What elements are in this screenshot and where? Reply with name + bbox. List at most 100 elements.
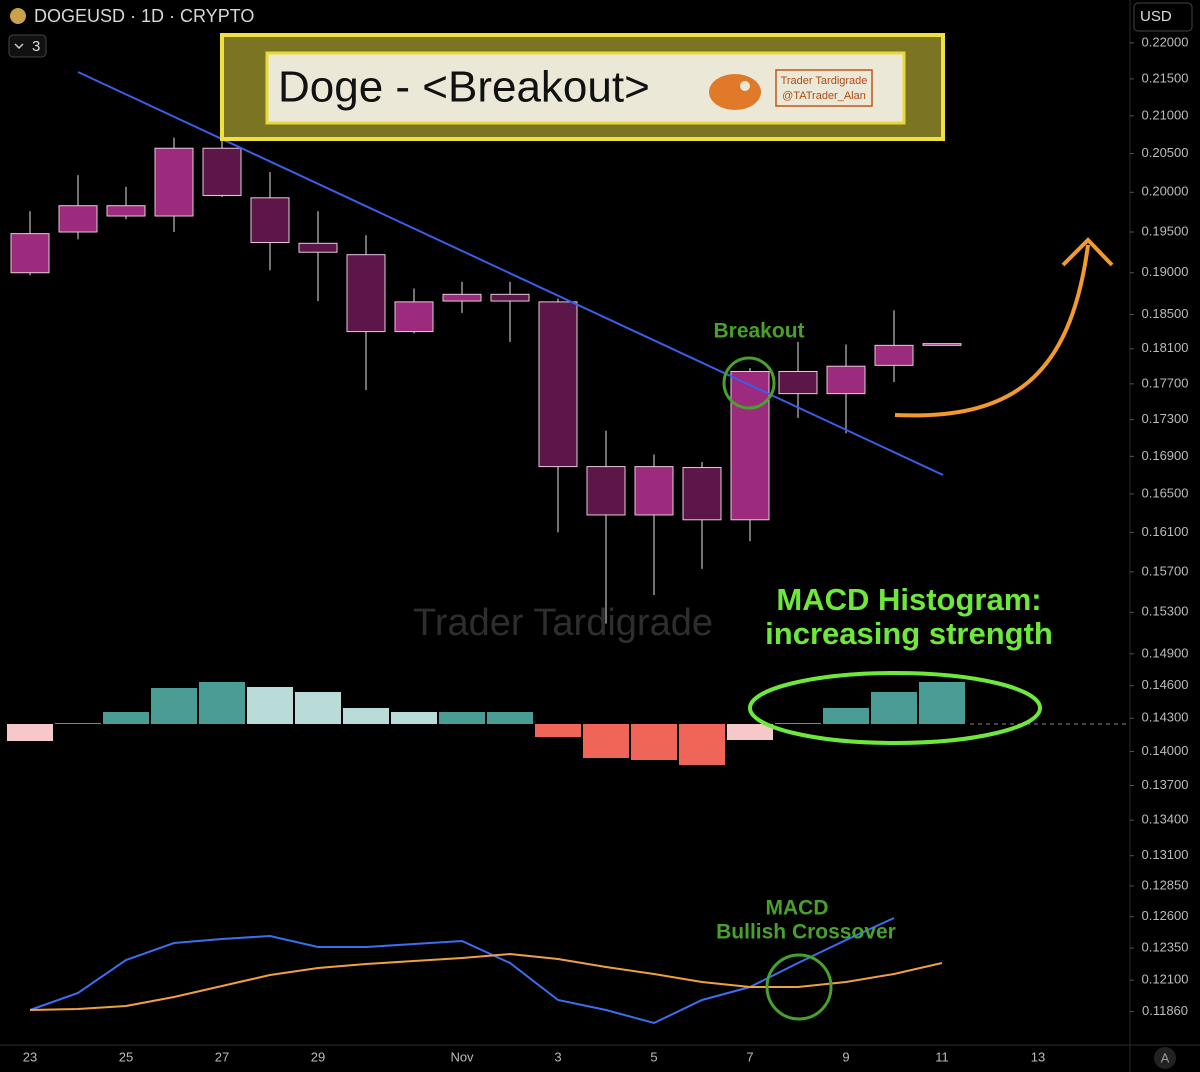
- histogram-bar: [775, 723, 821, 724]
- annotation: Breakout: [713, 320, 804, 343]
- annotation: increasing strength: [765, 616, 1053, 651]
- breakout-circle: [722, 356, 776, 410]
- histogram-ellipse: [748, 671, 1042, 745]
- histogram-bar: [7, 724, 53, 741]
- x-tick-label: 13: [1031, 1049, 1045, 1064]
- author-box: [775, 69, 873, 107]
- y-tick-label: 0.21000: [1142, 107, 1189, 122]
- candle-body: [202, 147, 242, 196]
- title-panel: [265, 51, 906, 125]
- candle-body: [826, 365, 866, 395]
- y-tick-label: 0.15300: [1142, 604, 1189, 619]
- y-tick-label: 0.18100: [1142, 340, 1189, 355]
- x-tick-label: 11: [935, 1049, 949, 1064]
- y-tick-label: 0.12100: [1142, 972, 1189, 987]
- annotation: MACD: [766, 897, 829, 920]
- y-tick-label: 0.17300: [1142, 411, 1189, 426]
- histogram-bar: [391, 712, 437, 724]
- x-tick-label: 29: [311, 1049, 325, 1064]
- candle-body: [922, 343, 962, 346]
- x-tick-label: 27: [215, 1049, 229, 1064]
- layouts-count: 3: [32, 38, 40, 55]
- currency: USD: [1140, 8, 1172, 25]
- chevron: [14, 43, 24, 50]
- candle-body: [442, 293, 482, 302]
- arrow-head: [1061, 237, 1114, 267]
- y-tick-label: 0.13700: [1142, 777, 1189, 792]
- y-tick-label: 0.14300: [1142, 710, 1189, 725]
- annotation: MACD Histogram:: [776, 582, 1041, 617]
- x-tick-label: 5: [650, 1049, 657, 1064]
- y-tick-label: 0.22000: [1142, 34, 1189, 49]
- x-tick-label: 25: [119, 1049, 133, 1064]
- histogram-bar: [871, 692, 917, 724]
- histogram-bar: [151, 688, 197, 724]
- crossover-circle: [765, 953, 833, 1021]
- y-tick-label: 0.20000: [1142, 184, 1189, 199]
- histogram-bar: [727, 724, 773, 740]
- candle-body: [250, 197, 290, 243]
- auto-button[interactable]: [1154, 1047, 1176, 1069]
- histogram-bar: [583, 724, 629, 758]
- candle-body: [58, 205, 98, 233]
- histogram-bar: [439, 712, 485, 724]
- candle-body: [538, 301, 578, 468]
- histogram-bar: [919, 682, 965, 724]
- candle-body: [730, 370, 770, 521]
- candle-body: [10, 233, 50, 274]
- y-tick-label: 0.14600: [1142, 677, 1189, 692]
- x-tick-label: Nov: [450, 1049, 474, 1064]
- y-tick-label: 0.21500: [1142, 70, 1189, 85]
- histogram-bar: [535, 724, 581, 737]
- y-tick-label: 0.11860: [1142, 1003, 1188, 1018]
- symbol-icon: [10, 8, 26, 24]
- y-tick-label: 0.12600: [1142, 908, 1189, 923]
- x-tick-label: 7: [746, 1049, 753, 1064]
- layouts-button[interactable]: [8, 34, 47, 58]
- y-tick-label: 0.16900: [1142, 448, 1189, 463]
- histogram-bar: [103, 712, 149, 724]
- candle-body: [346, 254, 386, 333]
- y-tick-label: 0.16100: [1142, 524, 1189, 539]
- symbol-title: DOGEUSD · 1D · CRYPTO: [34, 6, 254, 26]
- histogram-bar: [823, 708, 869, 724]
- candle-body: [634, 466, 674, 516]
- candle-body: [154, 147, 194, 217]
- logo-eye: [740, 81, 750, 91]
- histogram-bar: [199, 682, 245, 724]
- candle-body: [778, 370, 818, 395]
- histogram-bar: [679, 724, 725, 765]
- logo: [709, 74, 761, 110]
- y-tick-label: 0.19000: [1142, 264, 1189, 279]
- histogram-bar: [247, 687, 293, 724]
- y-tick-label: 0.15700: [1142, 563, 1189, 578]
- histogram-bar: [631, 724, 677, 760]
- candle-body: [394, 301, 434, 333]
- histogram-bar: [295, 692, 341, 724]
- candle-body: [106, 205, 146, 217]
- y-tick-label: 0.14900: [1142, 645, 1189, 660]
- y-tick-label: 0.20500: [1142, 145, 1189, 160]
- y-tick-label: 0.17700: [1142, 375, 1189, 390]
- plot-area: 0.22000 0.21500 0.21000 0.20500 0.20000 0.195…: [7, 34, 1189, 1064]
- histogram-bar: [343, 708, 389, 724]
- y-tick-label: 0.14000: [1142, 743, 1189, 758]
- author: Trader Tardigrade: [781, 75, 868, 87]
- watermark: Trader Tardigrade: [413, 602, 713, 644]
- macd-line: [29, 952, 943, 1011]
- annotation: Bullish Crossover: [716, 921, 896, 944]
- candle-body: [490, 293, 530, 302]
- x-tick-label: 3: [554, 1049, 561, 1064]
- candle-body: [586, 466, 626, 516]
- y-tick-label: 0.13100: [1142, 847, 1189, 862]
- currency-button[interactable]: [1133, 2, 1193, 32]
- candle-body: [298, 242, 338, 253]
- y-tick-label: 0.18500: [1142, 306, 1189, 321]
- histogram-bar: [487, 712, 533, 724]
- candle-body: [874, 344, 914, 366]
- auto-label: A: [1161, 1050, 1170, 1065]
- chart-title: Doge - <Breakout>: [278, 63, 650, 112]
